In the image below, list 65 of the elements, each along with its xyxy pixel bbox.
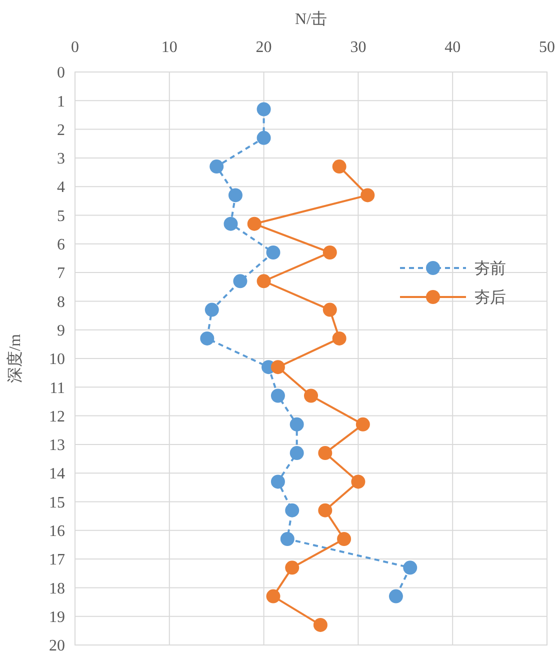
x-tick-label: 20 [256,39,272,56]
y-tick-label: 20 [49,638,65,654]
x-tick-label: 30 [350,39,366,56]
y-tick-label: 7 [57,265,65,282]
y-tick-label: 5 [57,208,65,225]
point [285,503,300,518]
point [318,446,332,460]
x-tick-label: 40 [444,39,461,56]
y-tick-label: 2 [57,122,65,139]
point [270,388,285,403]
point [266,245,280,260]
x-tick-label: 10 [161,39,178,56]
point [351,474,366,489]
y-tick-label: 8 [57,294,65,311]
point [332,331,346,346]
point [228,188,242,202]
point [200,331,214,346]
point [224,216,238,231]
y-tick-label: 9 [57,322,65,340]
point [356,417,370,432]
point [290,446,304,460]
point [270,474,285,489]
y-tick-label: 11 [50,380,65,397]
point [318,503,332,518]
point [388,589,403,604]
y-tick-label: 17 [49,552,65,569]
point [290,417,304,432]
y-tick-label: 18 [49,580,65,598]
y-tick-label: 4 [57,179,65,196]
y-tick-label: 10 [49,351,65,368]
y-tick-label: 1 [57,93,65,110]
x-axis-title: N/击 [295,10,327,28]
x-tick-label: 0 [71,39,79,56]
point [337,532,352,546]
point [280,532,294,546]
y-tick-label: 6 [57,236,65,254]
point [360,188,375,202]
point [266,589,280,604]
point [233,274,248,288]
y-tick-label: 3 [57,150,65,168]
x-tick-label: 50 [539,39,555,56]
point [322,245,337,260]
point [332,160,346,174]
legend-label: 夯前 [474,260,506,278]
point [313,618,328,632]
y-tick-label: 14 [49,466,65,483]
y-tick-label: 15 [49,494,65,512]
point [256,274,271,288]
y-tick-label: 13 [49,437,65,454]
y-axis-title: 深度/m [6,334,24,383]
y-tick-label: 16 [49,523,65,540]
point [210,160,224,174]
point [247,216,262,231]
point [285,560,300,575]
y-tick-label: 12 [49,408,65,426]
point [204,302,219,317]
y-tick-label: 19 [49,608,65,626]
point [270,360,285,374]
y-tick-label: 0 [57,64,65,82]
point [256,102,271,116]
point [322,302,337,317]
legend-label: 夯后 [474,288,506,307]
point [304,388,318,403]
point [403,560,418,575]
point [256,130,271,145]
